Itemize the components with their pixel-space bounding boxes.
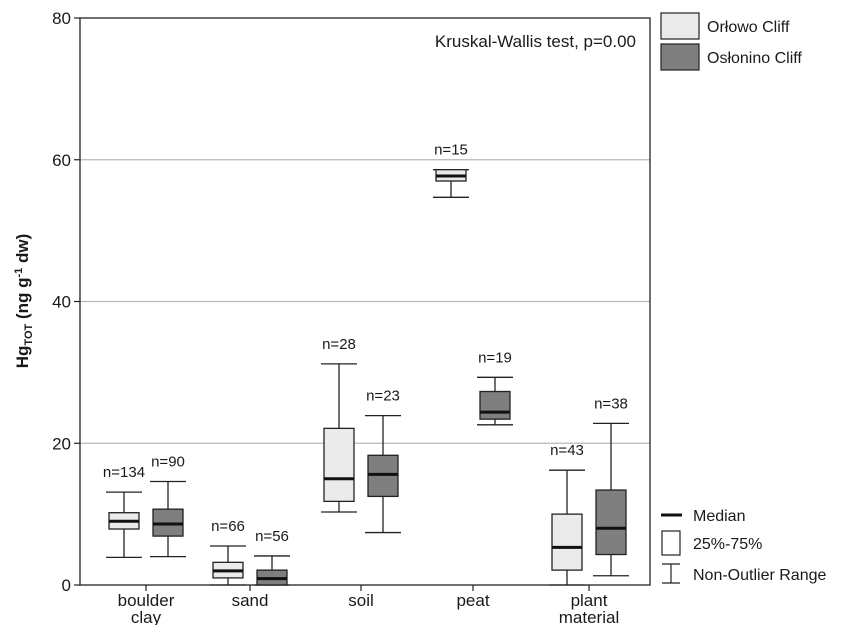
y-tick-label: 40 bbox=[52, 293, 71, 312]
x-tick-label: peat bbox=[456, 591, 489, 610]
sample-size-label: n=56 bbox=[255, 528, 289, 545]
y-axis-label-sub: TOT bbox=[23, 324, 35, 346]
y-axis-label-rest: (ng g bbox=[13, 278, 32, 324]
iqr-box bbox=[551, 513, 583, 571]
y-tick-label: 0 bbox=[62, 576, 71, 595]
x-tick-label: clay bbox=[131, 608, 162, 625]
box-plot-0-1: n=66 bbox=[210, 518, 246, 586]
x-tick-label: plant bbox=[571, 591, 608, 610]
box-plot-1-1: n=56 bbox=[254, 528, 290, 586]
key-median-label: Median bbox=[693, 508, 745, 525]
box-plot-0-0: n=134 bbox=[103, 464, 145, 559]
box-plot-1-3: n=19 bbox=[477, 349, 513, 426]
sample-size-label: n=15 bbox=[434, 142, 468, 159]
x-tick-label: sand bbox=[232, 591, 269, 610]
sample-size-label: n=90 bbox=[151, 454, 185, 471]
x-tick-label: soil bbox=[348, 591, 374, 610]
sample-size-label: n=134 bbox=[103, 464, 145, 481]
box-plot-1-0: n=90 bbox=[150, 454, 186, 558]
iqr-box bbox=[595, 489, 627, 556]
legend-label-orlowo: Orłowo Cliff bbox=[707, 19, 790, 36]
iqr-box bbox=[479, 390, 511, 420]
sample-size-label: n=66 bbox=[211, 518, 245, 535]
box-plot-0-2: n=28 bbox=[321, 336, 357, 513]
legend-label-oslonino: Osłonino Cliff bbox=[707, 50, 802, 67]
box-plots: n=134 n=66 n=28 n=15 n=43 n=90 n=56 n=23 n=19 n=3… bbox=[103, 142, 629, 586]
sample-size-label: n=28 bbox=[322, 336, 356, 353]
y-tick-label: 20 bbox=[52, 434, 71, 453]
key-box-label: 25%-75% bbox=[693, 536, 762, 553]
boxplot-key-legend: Median 25%-75% Non-Outlier Range bbox=[661, 508, 827, 584]
key-whisker-label: Non-Outlier Range bbox=[693, 567, 827, 584]
legend-swatch-oslonino bbox=[660, 43, 700, 71]
series-legend: Orłowo Cliff Osłonino Cliff bbox=[660, 12, 802, 71]
box-plot-0-3: n=15 bbox=[433, 142, 469, 198]
y-axis-label-sup: -1 bbox=[13, 268, 25, 278]
y-tick-label: 80 bbox=[52, 9, 71, 28]
sample-size-label: n=43 bbox=[550, 442, 584, 459]
box-plot-0-4: n=43 bbox=[549, 442, 585, 586]
y-tick-label: 60 bbox=[52, 151, 71, 170]
y-axis-label: HgTOT (ng g-1 dw) bbox=[13, 234, 35, 369]
x-tick-label: boulder bbox=[118, 591, 175, 610]
y-axis-label-end: dw) bbox=[13, 234, 32, 268]
sample-size-label: n=19 bbox=[478, 349, 512, 366]
y-axis-label-main: Hg bbox=[13, 346, 32, 369]
y-axis: 0 20 40 60 80 bbox=[52, 9, 80, 595]
box-plot-1-2: n=23 bbox=[365, 388, 401, 534]
box-plot-1-4: n=38 bbox=[593, 395, 629, 577]
legend-swatch-orlowo bbox=[660, 12, 700, 40]
sample-size-label: n=23 bbox=[366, 388, 400, 405]
statistical-test-annotation: Kruskal-Wallis test, p=0.00 bbox=[435, 32, 636, 51]
gridlines bbox=[80, 159, 650, 444]
x-tick-label: material bbox=[559, 608, 619, 625]
key-box-symbol bbox=[661, 530, 681, 556]
iqr-box bbox=[323, 427, 355, 503]
sample-size-label: n=38 bbox=[594, 395, 628, 412]
